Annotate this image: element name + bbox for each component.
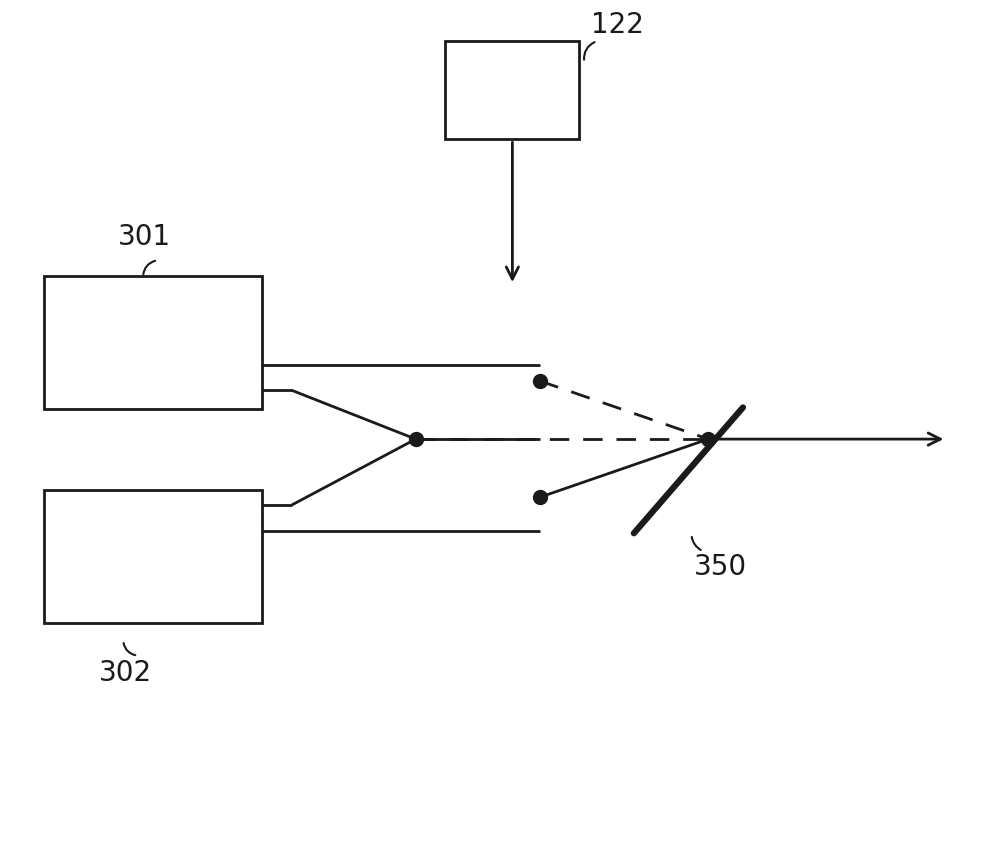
Bar <box>445 41 579 140</box>
Text: 350: 350 <box>693 553 746 581</box>
Text: 301: 301 <box>118 223 171 251</box>
Point <box>532 491 548 505</box>
Bar <box>44 491 262 623</box>
Point <box>408 432 424 446</box>
Point <box>532 374 548 388</box>
Text: 122: 122 <box>591 11 644 39</box>
Text: 302: 302 <box>98 659 152 687</box>
Bar <box>44 277 262 409</box>
Point <box>700 432 716 446</box>
